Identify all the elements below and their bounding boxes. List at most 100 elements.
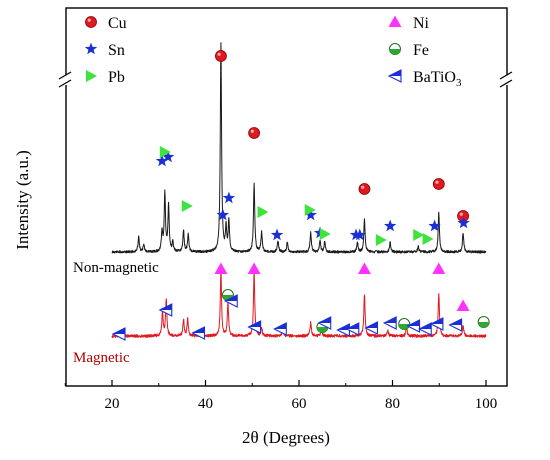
cu-marker-shine bbox=[459, 212, 463, 216]
legend-item-pb: Pb bbox=[86, 69, 125, 86]
batio3-marker-fill bbox=[419, 323, 432, 329]
batio3-peak-marker bbox=[448, 318, 463, 332]
sn-peak-marker bbox=[383, 219, 397, 232]
sn-marker-shape bbox=[457, 216, 470, 229]
pb-marker-shape bbox=[304, 204, 316, 216]
pb-marker-shape bbox=[159, 146, 171, 158]
pb-marker-shape bbox=[413, 229, 425, 241]
sn-peak-marker bbox=[222, 191, 236, 204]
plot-lines bbox=[111, 42, 487, 338]
batio3-marker-fill bbox=[389, 70, 401, 76]
batio3-marker-fill bbox=[248, 321, 261, 327]
batio3-peak-marker bbox=[223, 294, 238, 308]
pb-peak-marker bbox=[304, 204, 316, 216]
ni-marker-shape bbox=[357, 262, 371, 274]
ni-marker-shape bbox=[432, 262, 446, 274]
legend-label-cu: Cu bbox=[108, 15, 127, 32]
cu-marker-fill bbox=[432, 178, 445, 190]
sn-marker-shape bbox=[304, 208, 317, 221]
cu-peak-marker bbox=[432, 178, 445, 190]
pb-marker-shape bbox=[422, 233, 434, 245]
pb-marker-shape bbox=[86, 70, 97, 82]
cu-marker-fill bbox=[358, 183, 371, 195]
x-tick-label: 100 bbox=[475, 396, 498, 412]
batio3-marker-fill bbox=[384, 317, 397, 323]
x-tick-label: 20 bbox=[105, 396, 120, 412]
pb-peak-marker bbox=[413, 229, 425, 241]
legend: Cu Sn Pb Ni Fe BaTiO3 bbox=[84, 15, 462, 89]
axis-break-slash bbox=[58, 79, 72, 88]
ni-marker-shape bbox=[214, 262, 228, 274]
fe-peak-marker bbox=[477, 316, 490, 328]
legend-label-fe: Fe bbox=[413, 42, 429, 59]
legend-marker-cu bbox=[85, 16, 97, 28]
batio3-marker-fill bbox=[113, 328, 126, 334]
pb-peak-marker bbox=[257, 206, 269, 218]
legend-item-ni: Ni bbox=[388, 15, 430, 32]
axis-break-slash bbox=[499, 79, 513, 88]
ni-marker-shape bbox=[388, 15, 402, 27]
pb-peak-marker bbox=[159, 146, 171, 158]
cu-marker-fill bbox=[215, 50, 227, 62]
batio3-peak-marker bbox=[429, 317, 444, 331]
cu-marker-shine bbox=[87, 18, 91, 22]
legend-item-sn: Sn bbox=[84, 42, 125, 59]
y-axis-label: Intensity (a.u.) bbox=[13, 150, 32, 250]
cu-peak-marker bbox=[215, 50, 227, 62]
cu-peak-marker bbox=[358, 183, 371, 195]
batio3-marker-fill bbox=[337, 324, 350, 330]
ni-peak-marker bbox=[247, 262, 261, 274]
sn-marker-shape bbox=[428, 219, 441, 232]
cu-marker-shine bbox=[250, 129, 254, 133]
batio3-marker-fill bbox=[159, 304, 172, 310]
batio3-marker-fill bbox=[365, 322, 378, 328]
legend-marker-batio3 bbox=[387, 69, 402, 83]
sn-peak-marker bbox=[216, 208, 229, 221]
cu-marker-shine bbox=[361, 185, 365, 189]
batio3-peak-marker bbox=[247, 320, 262, 334]
sn-marker-shape bbox=[155, 154, 169, 167]
batio3-peak-marker bbox=[345, 322, 360, 336]
sn-peak-marker bbox=[270, 228, 284, 241]
batio3-marker-fill bbox=[225, 295, 238, 301]
x-tick-label: 60 bbox=[292, 396, 307, 412]
ni-marker-shape bbox=[247, 262, 261, 274]
pb-marker-shape bbox=[375, 234, 387, 246]
axis-break-slash bbox=[58, 71, 72, 80]
fe-peak-marker bbox=[398, 318, 411, 330]
batio3-peak-marker bbox=[417, 322, 432, 336]
sn-peak-marker bbox=[304, 208, 317, 221]
batio3-marker-fill bbox=[407, 320, 420, 326]
sn-marker-shape bbox=[161, 150, 175, 163]
batio3-peak-marker bbox=[111, 327, 126, 341]
phase-markers bbox=[111, 50, 490, 341]
batio3-marker-fill bbox=[318, 317, 331, 323]
axis-break-gap bbox=[502, 75, 512, 85]
series-line-non-magnetic bbox=[111, 42, 487, 254]
fe-marker-fill bbox=[398, 324, 410, 330]
sn-marker-shape bbox=[84, 42, 98, 55]
cu-marker-fill bbox=[248, 127, 261, 139]
series-label-non-magnetic: Non-magnetic bbox=[73, 260, 159, 276]
sn-marker-shape bbox=[222, 191, 236, 204]
sn-peak-marker bbox=[161, 150, 175, 163]
series-label-magnetic: Magnetic bbox=[73, 350, 130, 366]
legend-marker-ni bbox=[388, 15, 402, 27]
legend-marker-sn bbox=[84, 42, 98, 55]
ni-peak-marker bbox=[432, 262, 446, 274]
x-tick-label: 40 bbox=[198, 396, 213, 412]
sn-peak-marker bbox=[353, 228, 366, 241]
batio3-peak-marker bbox=[191, 326, 206, 340]
sn-peak-marker bbox=[155, 154, 169, 167]
ni-marker-shape bbox=[456, 299, 470, 311]
ni-peak-marker bbox=[357, 262, 371, 274]
axis-break-mark bbox=[58, 71, 513, 88]
plot-frame bbox=[65, 7, 508, 387]
batio3-peak-marker bbox=[317, 316, 332, 330]
legend-item-fe: Fe bbox=[389, 42, 429, 59]
x-tick-label: 80 bbox=[385, 396, 400, 412]
pb-peak-marker bbox=[319, 228, 331, 240]
legend-label-batio3: BaTiO3 bbox=[413, 69, 462, 89]
cu-peak-marker bbox=[248, 127, 261, 139]
